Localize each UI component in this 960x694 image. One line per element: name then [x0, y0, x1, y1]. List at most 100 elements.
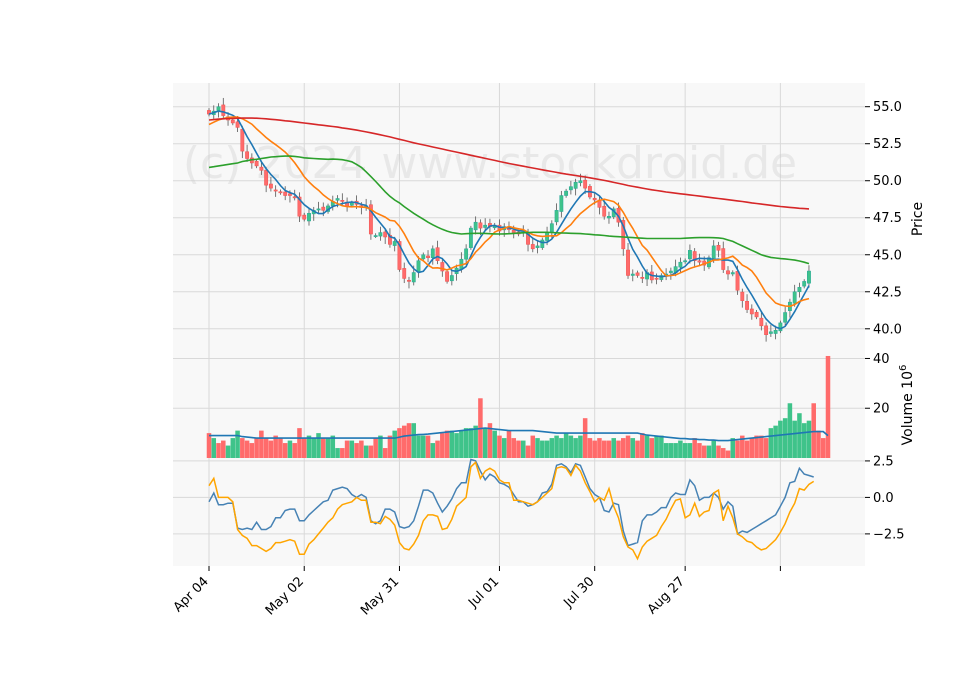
- candle-body: [692, 251, 697, 261]
- candle-body: [749, 308, 754, 315]
- price-y-tick-label: 50.0: [873, 174, 902, 189]
- candle-body: [397, 241, 402, 270]
- volume-bar: [387, 435, 393, 458]
- price-y-tick-label: 42.5: [873, 285, 902, 300]
- candle-body: [578, 180, 583, 184]
- candle-body: [797, 287, 802, 293]
- candle-body: [602, 205, 607, 217]
- volume-bar: [678, 440, 683, 458]
- volume-bar: [625, 435, 631, 458]
- volume-bar: [340, 448, 345, 458]
- volume-bar: [673, 443, 678, 458]
- x-tick-label: May 31: [358, 574, 402, 618]
- volume-moving-average-line: [209, 427, 829, 442]
- moving-average-line-ma5: [208, 110, 810, 330]
- volume-bar: [225, 445, 231, 458]
- volume-bar: [706, 445, 712, 458]
- price-y-axis-label: Price: [910, 202, 926, 236]
- volume-bar: [454, 433, 459, 458]
- volume-bar: [792, 420, 797, 458]
- volume-bar: [216, 443, 221, 458]
- price-y-tick-label: 45.0: [873, 248, 902, 263]
- candle-body: [540, 239, 545, 248]
- candle-body: [740, 291, 745, 301]
- volume-bar: [611, 438, 616, 458]
- volume-bar: [506, 430, 512, 458]
- candle-body: [373, 235, 378, 237]
- volume-bar: [349, 440, 355, 458]
- volume-bar: [759, 435, 764, 458]
- volume-bar: [578, 435, 583, 458]
- price-y-axis-ticks: 40.0 42.5 45.0 47.5 50.0 52.5 55.0: [865, 100, 902, 337]
- candle-body: [245, 151, 250, 159]
- candle-body: [426, 255, 430, 258]
- candle-body: [440, 262, 445, 272]
- volume-bar: [373, 438, 378, 458]
- candle-body: [530, 244, 535, 250]
- volume-bar: [421, 435, 426, 458]
- volume-bar: [559, 438, 564, 458]
- volume-bar: [644, 435, 650, 458]
- volume-bar: [544, 440, 550, 458]
- candle-body: [483, 224, 488, 228]
- candle-body: [635, 272, 640, 276]
- candle-body: [654, 277, 659, 280]
- volume-bar: [425, 435, 431, 458]
- candle-body: [807, 270, 811, 284]
- volume-bar: [640, 433, 645, 458]
- volume-bar: [806, 420, 812, 458]
- volume-bar: [597, 438, 602, 458]
- volume-bar: [411, 423, 417, 458]
- volume-bar: [492, 430, 497, 458]
- candle-body: [683, 260, 688, 263]
- volume-bar: [244, 440, 250, 458]
- volume-bar: [716, 445, 721, 458]
- candle-body: [235, 121, 240, 128]
- candle-body: [549, 223, 554, 233]
- candle-body: [321, 206, 326, 211]
- volume-bar: [697, 443, 702, 458]
- price-y-tick-label: 40.0: [873, 322, 902, 337]
- volume-bar: [221, 440, 226, 458]
- volume-bar: [606, 440, 612, 458]
- volume-bar: [321, 438, 326, 458]
- volume-bar: [659, 435, 664, 458]
- volume-bar: [720, 448, 726, 458]
- volume-bar: [468, 428, 474, 458]
- candle-body: [464, 248, 469, 260]
- volume-bar: [282, 443, 288, 458]
- candle-body: [764, 325, 769, 335]
- volume-bar: [497, 435, 502, 458]
- volume-bar: [401, 425, 407, 458]
- volume-bar: [692, 438, 697, 458]
- volume-bar: [778, 420, 783, 458]
- candle-body: [349, 202, 354, 206]
- volume-bar: [487, 423, 493, 458]
- volume-bar: [325, 438, 331, 458]
- oscillator-panel-background: [173, 458, 865, 566]
- volume-bar: [459, 430, 464, 458]
- candle-body: [626, 249, 630, 276]
- volume-bar: [730, 438, 736, 458]
- candle-body: [383, 231, 388, 238]
- volume-bar: [430, 443, 436, 458]
- volume-bar: [273, 435, 278, 458]
- volume-bar: [311, 438, 317, 458]
- volume-bar: [782, 418, 788, 458]
- volume-bar: [754, 435, 759, 458]
- volume-bar: [473, 425, 478, 458]
- candle-body: [726, 270, 730, 275]
- volume-bar: [744, 440, 750, 458]
- volume-bar: [535, 438, 540, 458]
- volume-bar: [330, 435, 336, 458]
- volume-bar: [249, 443, 255, 458]
- volume-bar: [820, 438, 826, 458]
- volume-bar: [563, 433, 569, 458]
- candle-body: [254, 160, 259, 167]
- volume-bar: [568, 435, 574, 458]
- candle-body: [302, 214, 307, 220]
- candle-body: [292, 196, 297, 199]
- volume-bar: [263, 438, 269, 458]
- candle-body: [402, 268, 407, 279]
- volume-series: [206, 355, 831, 458]
